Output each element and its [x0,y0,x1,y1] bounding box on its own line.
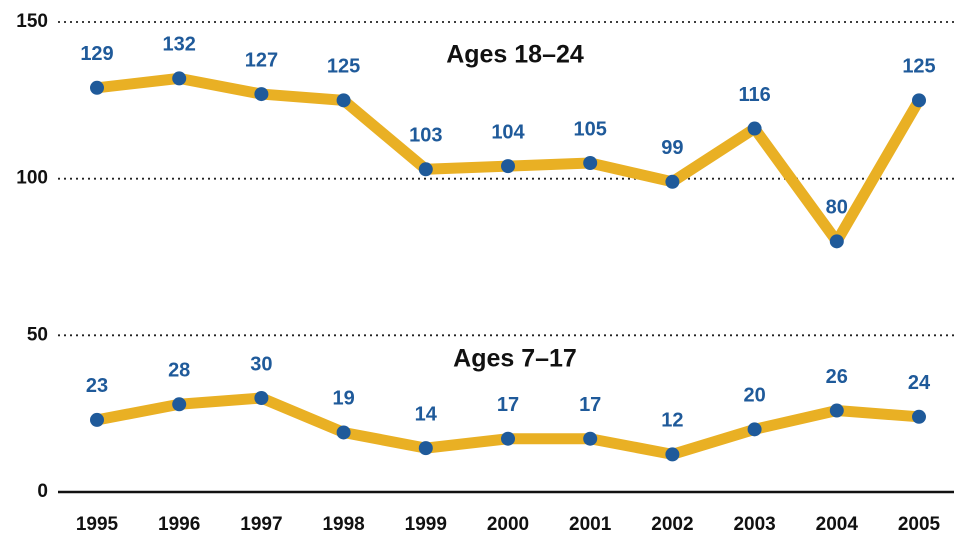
marker [254,87,269,102]
x-tick-label: 2000 [487,514,529,535]
x-tick-label: 2003 [733,514,775,535]
x-tick-label: 1999 [405,514,447,535]
marker [829,234,844,249]
data-label: 80 [826,197,848,219]
data-label: 19 [332,388,354,410]
marker [829,403,844,418]
x-tick-label: 2002 [651,514,693,535]
marker [336,425,351,440]
y-tick-label: 50 [27,324,48,345]
marker [912,93,926,108]
data-label: 17 [497,394,519,416]
x-tick-label: 2005 [898,514,941,535]
series-name: Ages 18–24 [446,41,584,69]
marker [418,162,433,177]
data-label: 30 [250,353,272,375]
marker [912,409,926,424]
marker [583,156,598,170]
marker [172,397,187,412]
data-label: 23 [86,375,108,397]
data-label: 116 [738,84,770,106]
data-label: 17 [579,394,601,416]
marker [336,93,351,108]
data-label: 26 [826,366,848,388]
marker [90,80,104,95]
data-label: 20 [743,385,765,407]
data-label: 125 [327,56,360,78]
series-name: Ages 7–17 [453,345,577,373]
data-label: 125 [902,56,935,78]
data-label: 129 [80,43,113,65]
data-label: 99 [661,137,683,159]
x-tick-label: 1998 [322,514,364,535]
marker [501,431,515,446]
x-tick-label: 1997 [240,514,282,535]
marker [90,412,104,427]
data-label: 28 [168,360,190,382]
marker [665,174,680,189]
marker [172,71,187,86]
data-label: 105 [574,118,607,140]
x-tick-label: 2004 [816,514,859,535]
marker [418,441,433,456]
x-tick-label: 1995 [76,514,119,535]
data-label: 127 [245,49,278,71]
marker [747,422,762,437]
y-tick-label: 100 [16,168,48,189]
data-label: 103 [409,125,442,147]
data-label: 12 [661,410,683,432]
marker [583,431,598,446]
y-tick-label: 150 [16,11,48,32]
data-label: 14 [415,403,438,425]
x-tick-label: 1996 [158,514,200,535]
marker [665,447,680,462]
marker [501,159,515,174]
y-tick-label: 0 [37,481,48,502]
data-label: 24 [908,372,931,394]
data-label: 104 [491,121,525,143]
marker [254,391,269,405]
marker [747,121,762,136]
x-tick-label: 2001 [569,514,612,535]
data-label: 132 [163,34,196,56]
